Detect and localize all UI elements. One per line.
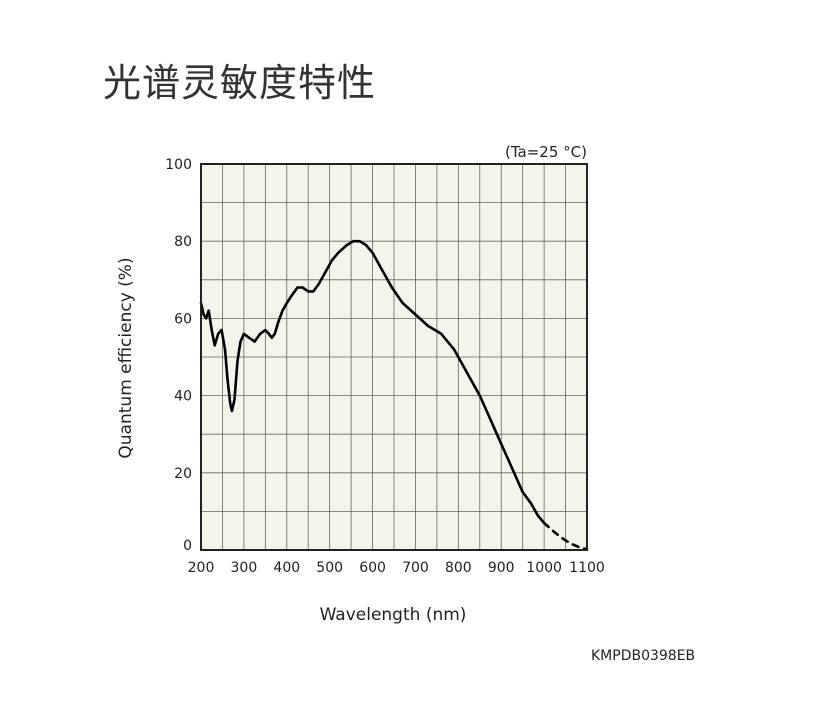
y-tick-label: 100 <box>165 157 192 173</box>
y-tick-label: 40 <box>174 389 192 405</box>
series-line-extrapolated <box>542 521 589 551</box>
x-tick-label: 700 <box>402 560 429 576</box>
y-tick-labels: 0 20 40 60 80 100 <box>165 157 192 554</box>
x-tick-label: 900 <box>488 560 515 576</box>
series-line <box>199 239 546 525</box>
x-tick-label: 1100 <box>569 560 605 576</box>
condition-note: (Ta=25 °C) <box>505 143 587 161</box>
document-code: KMPDB0398EB <box>591 648 696 664</box>
plot-border <box>200 163 588 551</box>
x-tick-label: 800 <box>445 560 472 576</box>
x-axis-label: Wavelength (nm) <box>320 605 467 625</box>
x-tick-label: 1000 <box>526 560 562 576</box>
x-tick-label: 200 <box>188 560 215 576</box>
x-tick-label: 500 <box>316 560 343 576</box>
y-tick-label: 60 <box>174 311 192 327</box>
x-tick-labels: 200 300 400 500 600 700 800 900 1000 1100 <box>188 560 605 576</box>
x-tick-label: 300 <box>231 560 258 576</box>
y-tick-label: 20 <box>174 466 192 482</box>
y-tick-label: 80 <box>174 234 192 250</box>
y-tick-label: 0 <box>183 538 192 554</box>
y-axis-label: Quantum efficiency (%) <box>116 257 136 458</box>
x-tick-label: 600 <box>359 560 386 576</box>
page-title: 光谱灵敏度特性 <box>103 61 377 105</box>
x-tick-label: 400 <box>273 560 300 576</box>
plot-frame <box>200 163 588 551</box>
series-layer <box>199 239 589 551</box>
